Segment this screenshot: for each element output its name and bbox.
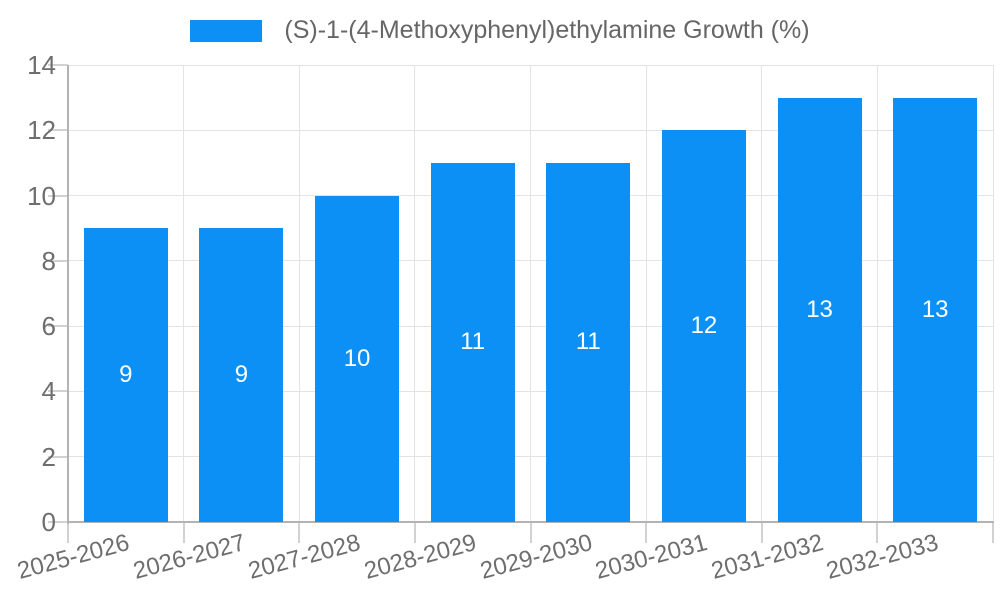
bar-value-label: 10 — [343, 344, 371, 372]
v-gridline — [761, 65, 763, 522]
x-tick-mark — [182, 523, 185, 543]
bar[interactable] — [777, 97, 862, 522]
bar-value-label: 11 — [460, 328, 486, 356]
y-tick-mark — [48, 194, 68, 197]
y-tick-mark — [48, 390, 68, 393]
bar-value-label: 11 — [575, 328, 601, 356]
x-tick-label: 2027-2028 — [245, 529, 364, 585]
y-tick-mark — [48, 259, 68, 262]
x-tick-mark — [67, 523, 69, 543]
legend-item[interactable]: (S)-1-(4-Methoxyphenyl)ethylamine Growth… — [0, 16, 1000, 45]
y-tick-label: 2 — [41, 441, 56, 472]
x-axis-line — [67, 521, 994, 523]
x-tick-mark — [645, 523, 648, 543]
bar-value-label: 9 — [119, 361, 133, 389]
y-axis-line — [67, 65, 69, 524]
legend-label: (S)-1-(4-Methoxyphenyl)ethylamine Growth… — [284, 16, 810, 44]
x-tick-mark — [529, 523, 532, 543]
y-tick-label: 0 — [41, 507, 56, 537]
y-tick-label: 4 — [41, 376, 56, 407]
x-tick-label: 2031-2032 — [708, 529, 827, 585]
x-tick-label: 2025-2026 — [14, 529, 133, 585]
x-tick-label: 2026-2027 — [130, 529, 248, 585]
y-tick-mark — [48, 521, 68, 523]
v-gridline — [992, 65, 994, 522]
bar[interactable] — [661, 130, 746, 522]
y-tick-label: 10 — [27, 180, 56, 211]
y-tick-mark — [48, 325, 68, 328]
bar[interactable] — [199, 228, 284, 522]
v-gridline — [876, 65, 878, 522]
v-gridline — [530, 65, 531, 522]
y-tick-mark — [48, 64, 68, 66]
x-tick-mark — [760, 523, 763, 543]
bar[interactable] — [83, 228, 168, 522]
x-tick-label: 2029-2030 — [476, 529, 595, 585]
y-tick-label: 8 — [41, 245, 56, 276]
bar-value-label: 13 — [921, 295, 949, 323]
y-tick-mark — [48, 129, 68, 132]
bar-value-label: 12 — [690, 312, 718, 340]
v-gridline — [645, 65, 647, 522]
x-tick-label: 2030-2031 — [592, 529, 711, 585]
y-tick-label: 12 — [27, 115, 56, 146]
x-tick-mark — [413, 523, 416, 543]
bar[interactable] — [430, 162, 515, 522]
x-tick-mark — [876, 523, 879, 543]
bar[interactable] — [546, 162, 631, 522]
x-tick-mark — [298, 523, 301, 543]
v-gridline — [183, 65, 185, 522]
v-gridline — [414, 65, 416, 522]
x-tick-label: 2028-2029 — [361, 529, 480, 585]
x-tick-label: 2032-2033 — [823, 529, 942, 585]
bar[interactable] — [893, 97, 978, 522]
legend-swatch-icon — [190, 19, 263, 42]
y-tick-label: 6 — [41, 311, 56, 342]
y-tick-mark — [48, 455, 68, 458]
y-tick-label: 14 — [27, 50, 56, 80]
bar[interactable] — [315, 195, 400, 522]
x-tick-mark — [992, 523, 994, 543]
bar-value-label: 9 — [234, 361, 249, 389]
v-gridline — [298, 65, 300, 522]
bar-value-label: 13 — [806, 295, 833, 323]
